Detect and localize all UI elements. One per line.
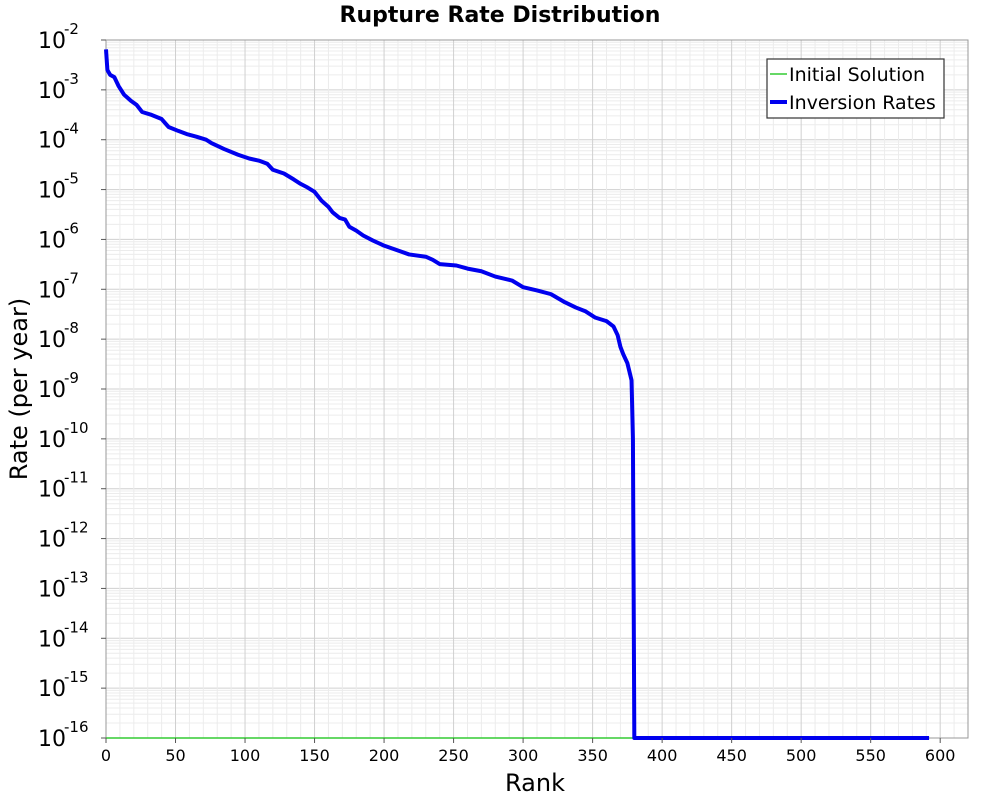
y-tick-base: 10	[38, 677, 66, 702]
x-tick-label: 150	[299, 746, 330, 765]
y-tick-exponent: -11	[64, 469, 89, 487]
x-tick-label: 250	[438, 746, 469, 765]
legend-box	[766, 58, 945, 119]
legend: Initial Solution Inversion Rates	[766, 58, 945, 119]
y-axis-label: Rate (per year)	[5, 298, 33, 480]
y-tick-exponent: -8	[64, 319, 79, 337]
y-tick-exponent: -15	[64, 668, 89, 686]
y-tick-base: 10	[38, 627, 66, 652]
y-tick-base: 10	[38, 428, 66, 453]
series-line-inversion-rates	[104, 49, 930, 740]
x-tick-label: 300	[508, 746, 539, 765]
y-tick-base: 10	[38, 278, 66, 303]
x-tick-label: 450	[716, 746, 747, 765]
chart-title: Rupture Rate Distribution	[340, 3, 661, 28]
y-tick-exponent: -7	[64, 269, 79, 287]
y-tick-base: 10	[38, 79, 66, 104]
y-tick-base: 10	[38, 328, 66, 353]
y-tick-exponent: -9	[64, 369, 79, 387]
y-tick-base: 10	[38, 577, 66, 602]
x-tick-label: 400	[647, 746, 678, 765]
y-tick-exponent: -6	[64, 219, 79, 237]
y-tick-base: 10	[38, 478, 66, 503]
y-tick-base: 10	[38, 378, 66, 403]
x-tick-label: 600	[925, 746, 956, 765]
y-tick-exponent: -12	[64, 519, 89, 537]
y-tick-base: 10	[38, 129, 66, 154]
legend-label-inversion: Inversion Rates	[789, 92, 936, 114]
y-tick-base: 10	[38, 528, 66, 553]
y-tick-base: 10	[38, 29, 66, 54]
legend-label-initial: Initial Solution	[789, 64, 925, 86]
x-tick-label: 50	[165, 746, 185, 765]
x-tick-label: 550	[855, 746, 886, 765]
y-tick-base: 10	[38, 179, 66, 204]
y-tick-base: 10	[38, 727, 66, 752]
grid	[105, 40, 969, 739]
y-tick-exponent: -2	[64, 20, 79, 38]
x-axis-label: Rank	[505, 769, 565, 797]
y-tick-exponent: -14	[64, 618, 89, 636]
y-tick-exponent: -10	[64, 419, 89, 437]
x-tick-label: 0	[101, 746, 111, 765]
y-tick-exponent: -4	[64, 120, 79, 138]
y-tick-base: 10	[38, 228, 66, 253]
x-axis-ticks: 0 50 100 150 200 250 300 350 400 450 500 550 600	[101, 738, 956, 765]
x-tick-label: 100	[230, 746, 261, 765]
y-tick-exponent: -3	[64, 70, 79, 88]
series-layer	[104, 49, 930, 740]
y-tick-exponent: -5	[64, 170, 79, 188]
x-tick-label: 350	[577, 746, 608, 765]
x-tick-label: 500	[786, 746, 817, 765]
y-axis-ticks: 10-210-310-410-510-610-710-810-910-1010-…	[38, 20, 106, 752]
y-tick-exponent: -13	[64, 568, 89, 586]
x-tick-label: 200	[369, 746, 400, 765]
y-tick-exponent: -16	[64, 718, 89, 736]
